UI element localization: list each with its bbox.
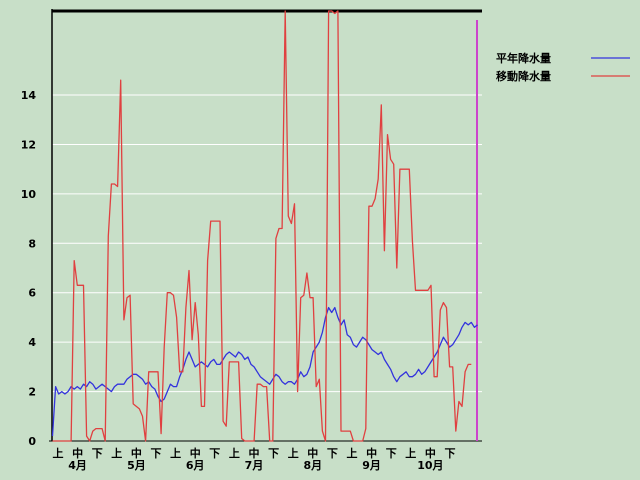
y-tick-label-8: 8: [28, 237, 36, 250]
y-tick-label-0: 0: [28, 435, 36, 448]
x-sub-label: 下: [327, 447, 338, 460]
x-tick-labels: 上中下上中下上中下上中下上中下上中下上中下4月 5月 6月 7月 8月 9月 10月: [53, 446, 456, 472]
x-sub-label: 下: [268, 447, 279, 460]
x-sub-label: 上: [347, 446, 358, 460]
x-sub-label: 下: [209, 447, 220, 460]
y-tick-label-10: 10: [21, 188, 37, 201]
x-sub-label: 中: [72, 446, 83, 460]
y-tick-label-12: 12: [21, 138, 36, 151]
grid-lines: [52, 94, 482, 393]
y-tick-labels: 0 2 4 6 8 10 12 14: [21, 89, 37, 448]
x-sub-label: 中: [249, 446, 260, 460]
x-sub-label: 上: [229, 446, 240, 460]
y-tick-label-6: 6: [28, 287, 36, 300]
x-sub-label: 上: [111, 446, 122, 460]
x-sub-label: 上: [405, 446, 416, 460]
x-month-label: 7月: [245, 459, 264, 472]
data-series: [51, 10, 478, 442]
x-sub-label: 中: [425, 446, 436, 460]
x-sub-label: 下: [386, 447, 397, 460]
y-tick-label-2: 2: [28, 386, 36, 399]
x-sub-label: 中: [366, 446, 377, 460]
x-sub-label: 下: [445, 447, 456, 460]
x-sub-label: 中: [307, 446, 318, 460]
x-month-label: 4月: [68, 459, 87, 472]
x-sub-label: 上: [53, 446, 64, 460]
axes: [49, 9, 482, 442]
x-month-label: 8月: [303, 459, 322, 472]
y-tick-label-14: 14: [21, 89, 37, 102]
x-sub-label: 下: [92, 447, 103, 460]
x-month-label: 9月: [362, 459, 381, 472]
x-month-label: 10月: [417, 459, 443, 472]
x-sub-label: 中: [190, 446, 201, 460]
x-month-label: 5月: [127, 459, 146, 472]
x-sub-label: 中: [131, 446, 142, 460]
x-month-label: 6月: [186, 459, 205, 472]
y-tick-label-4: 4: [28, 336, 36, 349]
legend-label-0: 平年降水量: [496, 51, 551, 65]
series-line-1: [52, 10, 472, 442]
x-sub-label: 下: [151, 447, 162, 460]
x-sub-label: 上: [170, 446, 181, 460]
series-line-0: [51, 306, 478, 437]
x-sub-label: 上: [288, 446, 299, 460]
legend-label-1: 移動降水量: [496, 69, 551, 83]
